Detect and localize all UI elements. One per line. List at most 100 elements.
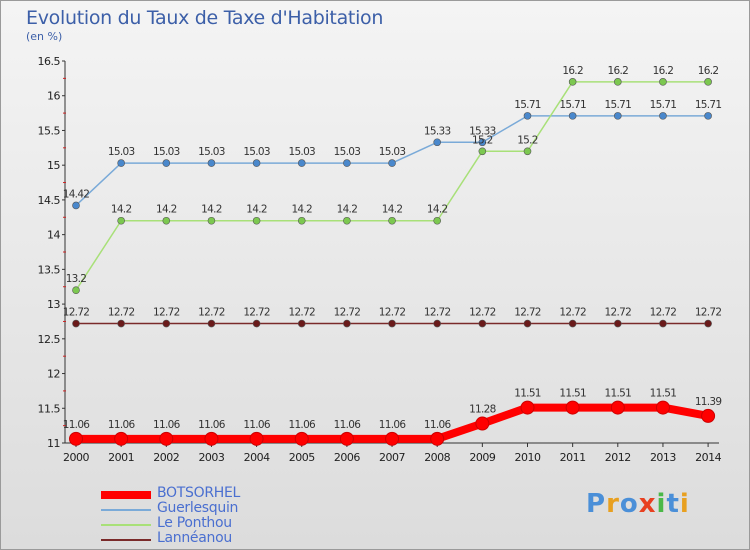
data-point bbox=[388, 159, 396, 167]
data-point bbox=[659, 112, 667, 120]
data-label: 12.72 bbox=[334, 307, 361, 319]
data-label: 12.72 bbox=[514, 307, 541, 319]
data-label: 11.51 bbox=[559, 388, 586, 400]
y-tick-label: 16.5 bbox=[38, 55, 61, 68]
data-point bbox=[523, 112, 532, 120]
data-point bbox=[114, 431, 129, 446]
data-point bbox=[388, 216, 396, 225]
data-point bbox=[610, 400, 625, 415]
y-tick-label: 13 bbox=[47, 298, 60, 311]
data-label: 14.2 bbox=[156, 204, 177, 216]
x-tick-label: 2005 bbox=[289, 451, 315, 464]
data-label: 11.28 bbox=[469, 404, 496, 416]
data-label: 12.72 bbox=[243, 307, 270, 319]
data-label: 16.2 bbox=[698, 65, 719, 77]
y-tick-label: 14 bbox=[47, 229, 60, 242]
data-label: 12.72 bbox=[198, 307, 225, 319]
logo-letter: i bbox=[656, 489, 667, 519]
data-label: 16.2 bbox=[562, 65, 583, 77]
data-point bbox=[523, 147, 532, 156]
data-label: 14.2 bbox=[382, 204, 403, 216]
data-point bbox=[297, 159, 306, 167]
data-label: 12.72 bbox=[469, 307, 496, 319]
data-point bbox=[207, 216, 216, 225]
y-tick-label: 15 bbox=[47, 159, 60, 172]
x-tick-label: 2012 bbox=[605, 451, 631, 464]
data-label: 11.51 bbox=[650, 388, 677, 400]
data-point bbox=[297, 319, 306, 328]
data-label: 15.71 bbox=[695, 99, 722, 111]
data-label: 15.03 bbox=[198, 146, 225, 158]
data-label: 15.03 bbox=[288, 146, 315, 158]
data-label: 12.72 bbox=[559, 307, 586, 319]
data-label: 15.33 bbox=[424, 125, 451, 137]
data-point bbox=[523, 319, 532, 328]
data-label: 15.71 bbox=[650, 99, 677, 111]
data-label: 15.71 bbox=[514, 99, 541, 111]
data-label: 12.72 bbox=[424, 307, 451, 319]
data-point bbox=[704, 112, 712, 120]
logo-letter: x bbox=[638, 489, 657, 519]
proxiti-logo: Proxiti bbox=[586, 489, 690, 519]
x-tick-label: 2006 bbox=[334, 451, 360, 464]
data-label: 15.33 bbox=[469, 125, 496, 137]
data-label: 15.03 bbox=[243, 146, 270, 158]
data-point bbox=[659, 319, 667, 328]
data-point bbox=[339, 431, 354, 446]
legend-label: BOTSORHEL bbox=[157, 485, 241, 501]
data-label: 11.51 bbox=[605, 388, 632, 400]
data-point bbox=[207, 319, 216, 328]
data-point bbox=[385, 431, 400, 446]
data-label: 16.2 bbox=[608, 65, 629, 77]
data-point bbox=[204, 431, 219, 446]
data-label: 12.72 bbox=[650, 307, 677, 319]
data-point bbox=[72, 319, 80, 328]
data-label: 15.71 bbox=[559, 99, 586, 111]
data-point bbox=[72, 286, 80, 295]
x-tick-label: 2000 bbox=[63, 451, 89, 464]
data-point bbox=[568, 319, 577, 328]
data-label: 11.06 bbox=[198, 419, 226, 431]
data-point bbox=[520, 400, 535, 415]
data-point bbox=[704, 78, 712, 86]
data-label: 12.72 bbox=[153, 307, 180, 319]
data-label: 14.2 bbox=[201, 204, 222, 216]
legend-swatch bbox=[101, 539, 151, 541]
data-point bbox=[568, 78, 577, 86]
data-point bbox=[162, 159, 171, 167]
data-point bbox=[117, 319, 125, 328]
data-point bbox=[252, 319, 261, 328]
y-tick-label: 12.5 bbox=[38, 333, 61, 346]
y-tick-label: 11.5 bbox=[38, 402, 61, 415]
data-point bbox=[568, 112, 577, 120]
logo-letter: i bbox=[679, 489, 690, 519]
legend-swatch bbox=[101, 524, 151, 526]
data-point bbox=[249, 431, 264, 446]
x-tick-label: 2009 bbox=[469, 451, 495, 464]
legend-swatch bbox=[101, 509, 151, 511]
data-label: 15.2 bbox=[517, 134, 538, 146]
data-point bbox=[343, 319, 351, 328]
data-point bbox=[475, 416, 490, 431]
data-label: 11.06 bbox=[108, 419, 136, 431]
data-point bbox=[294, 431, 309, 446]
data-label: 15.2 bbox=[472, 134, 493, 146]
data-label: 15.03 bbox=[153, 146, 180, 158]
data-label: 11.06 bbox=[424, 419, 452, 431]
data-label: 11.06 bbox=[334, 419, 362, 431]
data-label: 15.03 bbox=[379, 146, 406, 158]
data-point bbox=[159, 431, 174, 446]
x-tick-label: 2011 bbox=[560, 451, 586, 464]
data-point bbox=[117, 159, 125, 167]
y-tick-label: 11 bbox=[47, 437, 60, 450]
data-point bbox=[701, 408, 716, 423]
y-tick-label: 14.5 bbox=[38, 194, 61, 207]
series-line-leponthou bbox=[75, 81, 709, 291]
data-label: 12.72 bbox=[63, 307, 90, 319]
data-point bbox=[297, 216, 306, 225]
data-point bbox=[430, 431, 445, 446]
legend-swatch bbox=[101, 491, 151, 499]
data-point bbox=[613, 78, 622, 86]
data-point bbox=[433, 319, 442, 328]
